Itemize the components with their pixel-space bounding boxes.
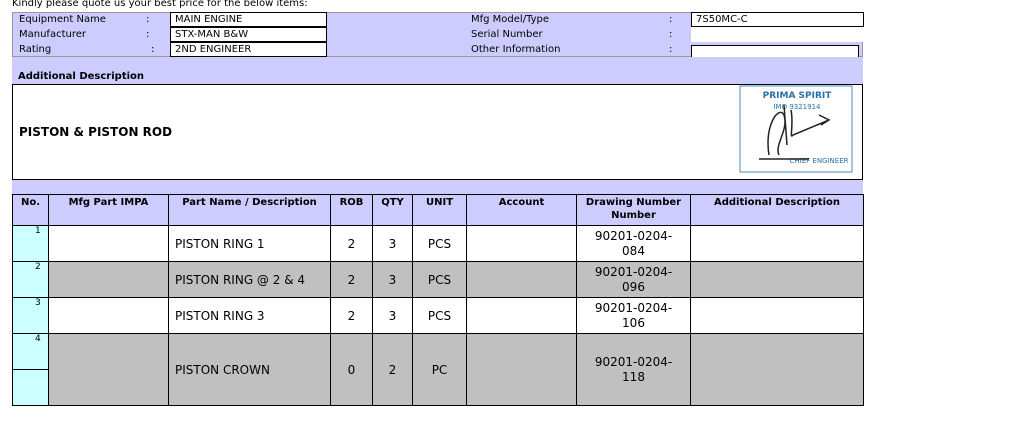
cell: 0: [330, 333, 373, 406]
field-label: Other Information: [471, 44, 561, 55]
cell: [48, 225, 169, 262]
stamp-imo: IMO 9321914: [773, 103, 821, 111]
cell: [690, 225, 864, 262]
cell: 3: [372, 261, 413, 298]
cell: 2: [330, 297, 373, 334]
description-bar: Additional Description: [12, 57, 863, 84]
cell: [466, 261, 577, 298]
cell: 3: [372, 225, 413, 262]
cell: PISTON RING 3: [168, 297, 331, 334]
field-label: Equipment Name: [19, 14, 106, 25]
cell: 2: [12, 261, 49, 298]
cell: PISTON RING 1: [168, 225, 331, 262]
cell: 2: [330, 225, 373, 262]
header-block: Equipment Name: MAIN ENGINE Manufacturer: S…: [12, 12, 864, 60]
table-row: [12, 369, 864, 406]
field-colon: :: [669, 29, 673, 40]
column-header: QTY: [372, 194, 413, 226]
table-row: 3 PISTON RING 3 2 3 PCS 90201-0204-106: [12, 297, 864, 334]
cell: 3: [12, 297, 49, 334]
cell: 90201-0204-106: [576, 297, 691, 334]
column-header: Part Name / Description: [168, 194, 331, 226]
cell-text: 90201-0204-096: [594, 264, 673, 294]
cell: 90201-0204-118: [576, 333, 691, 406]
cell: 1: [12, 225, 49, 262]
cell: [466, 333, 577, 406]
cell: [690, 297, 864, 334]
field-label: Mfg Model/Type: [471, 14, 550, 25]
cell: 90201-0204-096: [576, 261, 691, 298]
field-value: [691, 27, 864, 42]
field-value: 7S50MC-C: [691, 12, 864, 27]
cell: [466, 297, 577, 334]
stamp-role: CHIEF ENGINEER: [790, 157, 849, 165]
cell-text: 90201-0204-084: [594, 228, 673, 258]
field-value: 2ND ENGINEER: [170, 42, 327, 57]
cell: 4: [12, 333, 49, 370]
table-row: 4 PISTON CROWN 0 2 PC 90201-0204-118: [12, 333, 864, 406]
cell: [48, 333, 169, 406]
field-colon: :: [669, 44, 673, 55]
table-row: 2 PISTON RING @ 2 & 4 2 3 PCS 90201-0204-096: [12, 261, 864, 298]
cell: PISTON RING @ 2 & 4: [168, 261, 331, 298]
items-table: No. Mfg Part IMPA Part Name / Description R…: [12, 194, 864, 406]
field-colon: :: [146, 29, 150, 40]
cell: PCS: [412, 297, 467, 334]
column-header: UNIT: [412, 194, 467, 226]
cell: [466, 225, 577, 262]
column-header: No.: [12, 194, 49, 226]
field-value: STX-MAN B&W: [170, 27, 327, 42]
cell: [690, 261, 864, 298]
field-label: Manufacturer: [19, 29, 86, 40]
column-header: ROB: [330, 194, 373, 226]
cell-text: 90201-0204-106: [594, 300, 673, 330]
cell: 2: [372, 333, 413, 406]
cell: PCS: [412, 261, 467, 298]
cell-text: 90201-0204-118: [594, 354, 673, 384]
cell: [48, 297, 169, 334]
column-header: Drawing Number Number: [576, 194, 691, 226]
column-header: Mfg Part IMPA: [48, 194, 169, 226]
spacer-bar: [12, 180, 863, 194]
stamp-border: [739, 85, 853, 173]
cell: 3: [372, 297, 413, 334]
intro: Kindly please quote us your best price f…: [12, 0, 308, 9]
stamp: PRIMA SPIRIT IMO 9321914 CHIEF ENGINEER: [739, 85, 853, 173]
description-heading: Additional Description: [18, 71, 145, 82]
cell: [48, 261, 169, 298]
cell: PISTON CROWN: [168, 333, 331, 406]
cell: 90201-0204-084: [576, 225, 691, 262]
description-text: PISTON & PISTON ROD: [19, 125, 173, 139]
description-box: PISTON & PISTON ROD PRIMA SPIRIT IMO 932…: [12, 84, 863, 180]
column-header: Account: [466, 194, 577, 226]
cell: [690, 333, 864, 406]
field-colon: :: [151, 44, 155, 55]
field-value: MAIN ENGINE: [170, 12, 327, 27]
cell: PCS: [412, 225, 467, 262]
cell: PC: [412, 333, 467, 406]
field-colon: :: [146, 14, 150, 25]
field-label: Rating: [19, 44, 52, 55]
field-colon: :: [669, 14, 673, 25]
cell: 2: [330, 261, 373, 298]
field-label: Serial Number: [471, 29, 543, 40]
stamp-name: PRIMA SPIRIT: [763, 91, 833, 101]
signature: [759, 104, 831, 160]
column-header: Additional Description: [690, 194, 864, 226]
table-row: 1 PISTON RING 1 2 3 PCS 90201-0204-084: [12, 225, 864, 262]
cell: [12, 369, 49, 406]
